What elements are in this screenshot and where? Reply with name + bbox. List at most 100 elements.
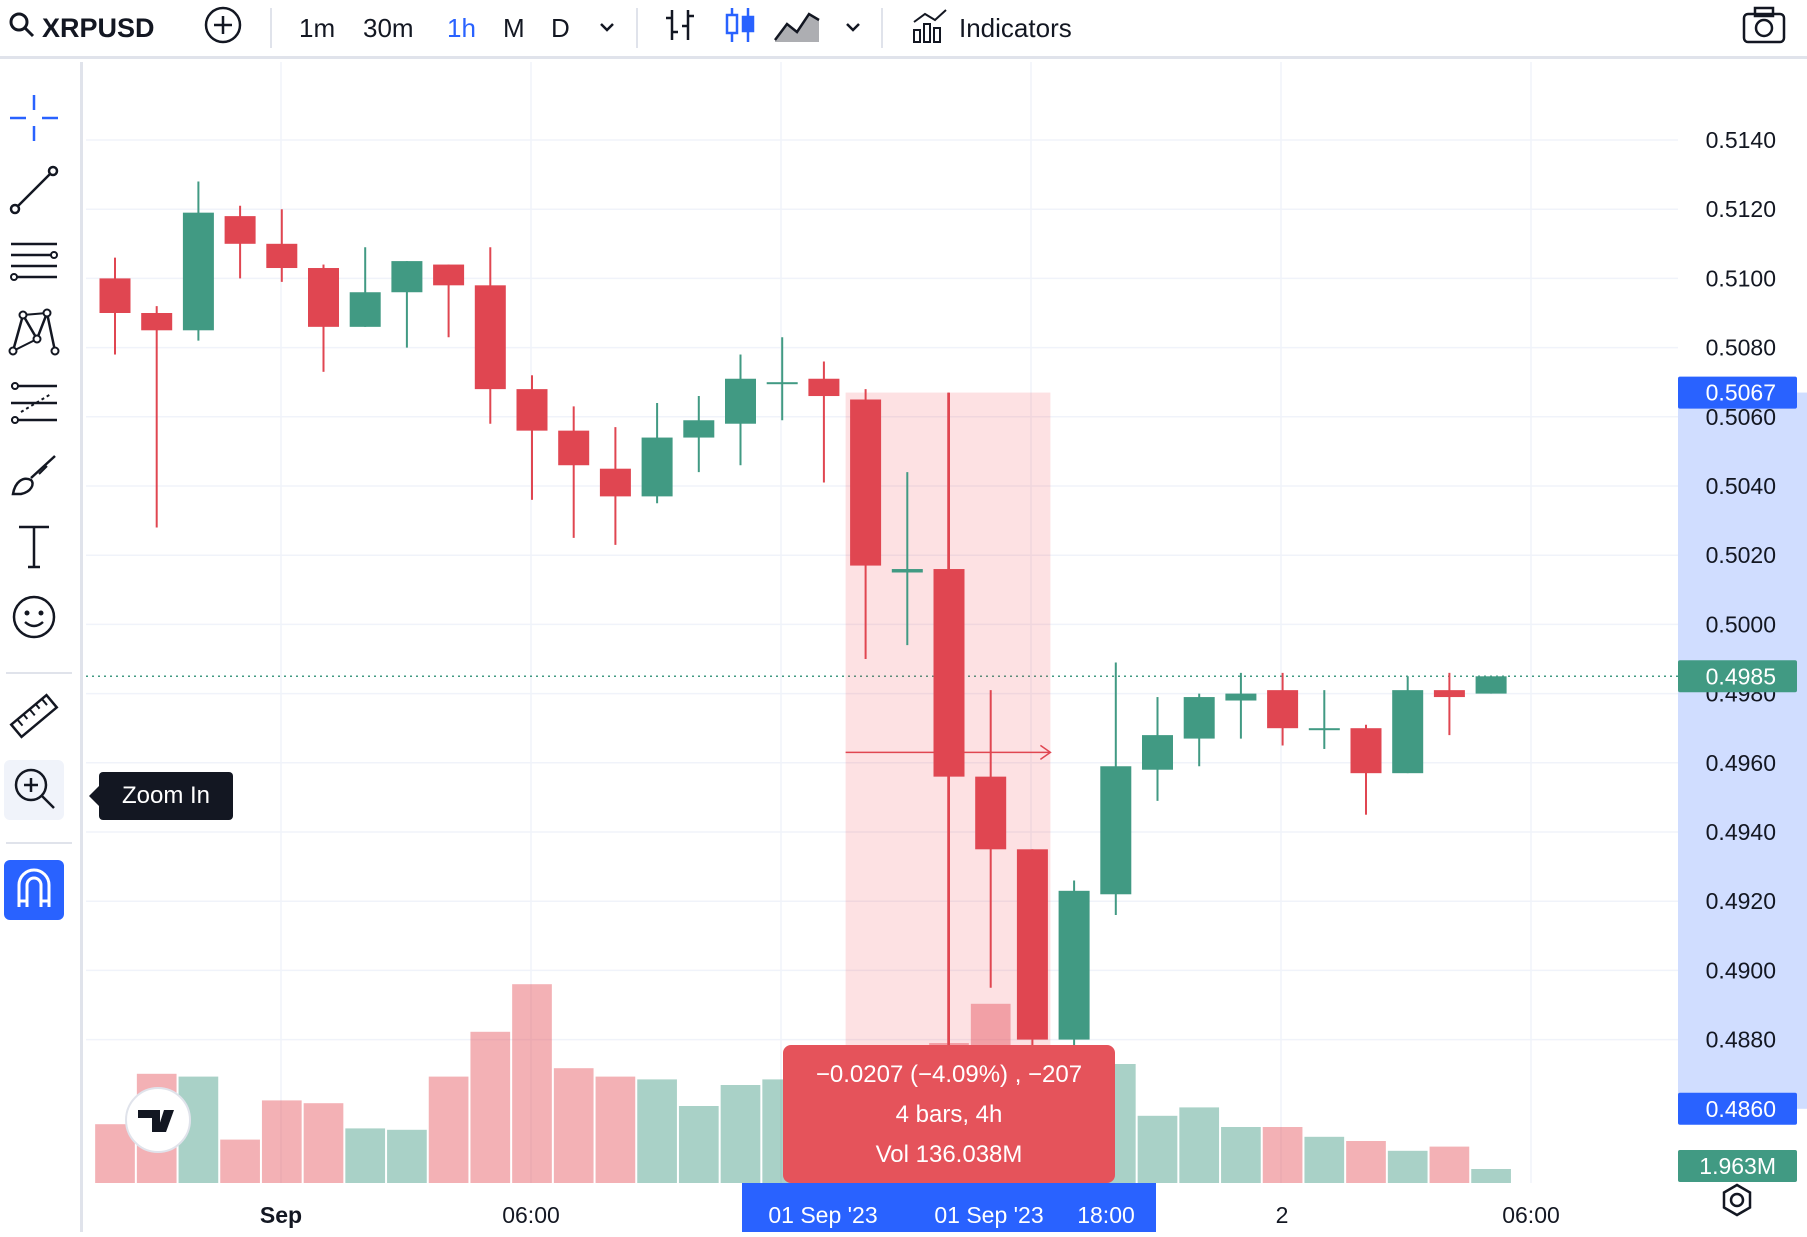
volume-value-label: 1.963M (1699, 1153, 1776, 1179)
candle-body (141, 313, 173, 331)
price-tick-label: 0.5100 (1706, 265, 1776, 291)
range-low-label: 0.4860 (1706, 1096, 1776, 1122)
divider (6, 842, 72, 844)
volume-bar (261, 1100, 302, 1183)
interval-dropdown[interactable] (597, 6, 617, 50)
compare-button[interactable] (203, 6, 243, 50)
price-range-highlight (1678, 392, 1807, 1109)
horizontal-lines-icon (7, 234, 61, 293)
candle-body (1433, 690, 1465, 698)
interval-30m[interactable]: 30m (363, 6, 414, 50)
time-tick-label: Sep (260, 1202, 302, 1228)
current-price-label: 0.4985 (1706, 663, 1776, 689)
candle-body (1100, 766, 1132, 895)
chart-type-dropdown[interactable] (843, 6, 863, 50)
crosshair-icon (7, 91, 61, 150)
candle-body (933, 569, 965, 777)
top-toolbar: XRPUSD 1m 30m 1h M D Indicators (0, 0, 1807, 59)
tooltip-label: Zoom In (121, 782, 211, 809)
divider (6, 672, 72, 674)
candle-body (766, 382, 798, 385)
tradingview-logo-mark (138, 1110, 174, 1132)
volume-bar (1346, 1141, 1386, 1183)
drawing-toolbar (0, 62, 83, 1232)
area-style-button[interactable] (773, 6, 821, 50)
volume-bar (1471, 1169, 1511, 1183)
forecast-icon (7, 376, 61, 435)
candle-body (308, 268, 339, 327)
price-tick-label: 0.4880 (1706, 1027, 1776, 1053)
price-tick-label: 0.5140 (1706, 127, 1776, 153)
range-time-label: 01 Sep '23 (934, 1202, 1043, 1228)
candles-icon (721, 6, 759, 51)
volume-bar (428, 1076, 469, 1183)
price-tick-label: 0.5080 (1706, 335, 1776, 361)
time-axis[interactable]: Sep 06:00 2 06:00 01 Sep '23 01 Sep '23 18:00 (86, 1087, 1678, 1232)
indicators-button[interactable]: Indicators (911, 6, 1072, 50)
candle-body (558, 430, 590, 466)
indicators-label: Indicators (959, 12, 1072, 43)
price-tick-label: 0.5040 (1706, 473, 1776, 499)
time-tick-label: 06:00 (1502, 1202, 1560, 1228)
ruler-icon (7, 690, 61, 749)
chevron-down-icon (597, 13, 617, 44)
interval-label: M (503, 12, 525, 43)
price-tick-label: 0.4940 (1706, 819, 1776, 845)
price-tick-label: 0.5000 (1706, 611, 1776, 637)
screenshot-button[interactable] (1742, 6, 1786, 50)
text-tool[interactable] (4, 518, 64, 578)
price-axis[interactable]: 0.51400.51200.51000.50800.50600.50400.50… (1678, 62, 1807, 1232)
measure-bars: 4 bars, 4h (895, 1101, 1003, 1128)
pattern-tool[interactable] (4, 304, 64, 364)
add-circle-icon (203, 5, 243, 52)
candle-body (349, 292, 381, 327)
range-high-label-bg (1678, 376, 1797, 409)
range-low-label-bg (1678, 1092, 1797, 1125)
interval-label: D (551, 12, 570, 43)
bars-style-button[interactable] (662, 6, 700, 50)
volume-bar (1304, 1136, 1345, 1183)
interval-D[interactable]: D (551, 6, 570, 50)
interval-1h[interactable]: 1h (447, 6, 476, 50)
chart-settings-button[interactable] (1717, 1180, 1767, 1224)
zoom-in-tooltip: Zoom In (89, 772, 233, 820)
magnet-icon (7, 861, 61, 920)
measure-tool[interactable] (4, 689, 64, 749)
candles-style-button[interactable] (721, 6, 759, 50)
time-tick-label: 2 (1276, 1202, 1289, 1228)
interval-label: 1m (299, 12, 336, 43)
price-tick-label: 0.4920 (1706, 888, 1776, 914)
candle-body (1392, 690, 1424, 774)
zoom-in-tool[interactable] (4, 760, 64, 820)
candle-body (599, 468, 631, 497)
trend-line-tool[interactable] (4, 162, 64, 222)
candle-body (975, 776, 1007, 850)
candle-body (516, 389, 548, 431)
magnet-tool[interactable] (4, 860, 64, 920)
smiley-icon (7, 590, 61, 649)
symbol-search[interactable]: XRPUSD (8, 6, 155, 50)
emoji-tool[interactable] (4, 589, 64, 649)
interval-1m[interactable]: 1m (299, 6, 335, 50)
candle-body (266, 243, 298, 269)
volume-bar (1387, 1150, 1428, 1183)
volume-bar (1221, 1127, 1261, 1183)
price-axis-bg (1678, 62, 1807, 1232)
trend-line-icon (7, 163, 61, 222)
crosshair-tool[interactable] (4, 90, 64, 150)
volume-bar (345, 1128, 386, 1183)
divider (636, 8, 638, 48)
forecast-tool[interactable] (4, 375, 64, 435)
candle-body (182, 212, 214, 331)
interval-M[interactable]: M (503, 6, 525, 50)
price-tick-label: 0.4900 (1706, 957, 1776, 983)
volume-bar (512, 984, 552, 1183)
volume-bar (720, 1085, 761, 1183)
interval-label: 1h (447, 12, 476, 43)
candle-body (1058, 890, 1090, 1040)
volume-bar (678, 1106, 719, 1183)
fib-tool[interactable] (4, 233, 64, 293)
divider (881, 8, 883, 48)
volume-bar (303, 1103, 344, 1183)
brush-tool[interactable] (4, 447, 64, 507)
